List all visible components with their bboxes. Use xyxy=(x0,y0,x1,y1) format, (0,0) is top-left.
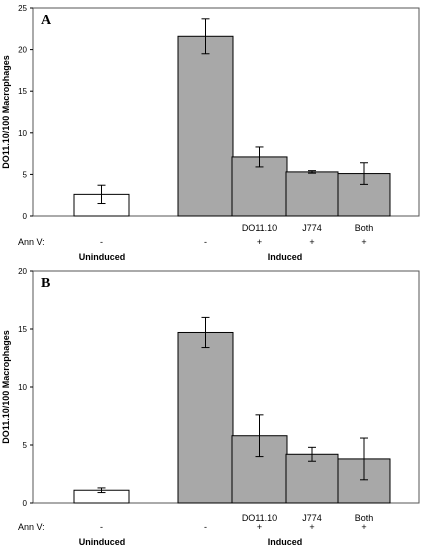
panel-label: B xyxy=(41,276,50,291)
annv-row-label: Ann V: xyxy=(18,522,45,532)
category-label: DO11.10 xyxy=(242,223,277,233)
group-label: Uninduced xyxy=(79,537,126,547)
y-tick-label: 20 xyxy=(18,46,27,55)
annv-marker: + xyxy=(361,522,366,532)
y-tick-label: 0 xyxy=(23,499,28,508)
y-tick-label: 5 xyxy=(23,170,28,179)
bar xyxy=(285,453,339,504)
annv-marker: + xyxy=(257,237,262,247)
group-label: Induced xyxy=(268,252,303,262)
bar xyxy=(285,171,339,217)
y-tick-label: 0 xyxy=(23,212,28,221)
annv-marker: + xyxy=(309,522,314,532)
category-label: DO11.10 xyxy=(242,513,277,523)
y-axis-title: DO11.10/100 Macrophages xyxy=(1,330,11,444)
group-label: Induced xyxy=(268,537,303,547)
y-tick-label: 20 xyxy=(18,267,27,276)
category-label: Both xyxy=(355,223,374,233)
y-tick-label: 15 xyxy=(18,87,27,96)
y-tick-label: 25 xyxy=(18,4,27,13)
annv-marker: - xyxy=(100,522,103,532)
bar xyxy=(177,35,234,217)
annv-row-label: Ann V: xyxy=(18,237,45,247)
annv-marker: + xyxy=(257,522,262,532)
y-tick-label: 10 xyxy=(18,129,27,138)
annv-marker: - xyxy=(204,522,207,532)
y-tick-label: 15 xyxy=(18,325,27,334)
annv-marker: - xyxy=(100,237,103,247)
panel-label: A xyxy=(41,13,52,28)
category-label: Both xyxy=(355,513,374,523)
category-label: J774 xyxy=(302,223,322,233)
y-tick-label: 5 xyxy=(23,441,28,450)
annv-marker: + xyxy=(361,237,366,247)
bar xyxy=(177,331,234,504)
y-tick-label: 10 xyxy=(18,383,27,392)
annv-marker: - xyxy=(204,237,207,247)
category-label: J774 xyxy=(302,513,322,523)
group-label: Uninduced xyxy=(79,252,126,262)
annv-marker: + xyxy=(309,237,314,247)
y-axis-title: DO11.10/100 Macrophages xyxy=(1,55,11,169)
